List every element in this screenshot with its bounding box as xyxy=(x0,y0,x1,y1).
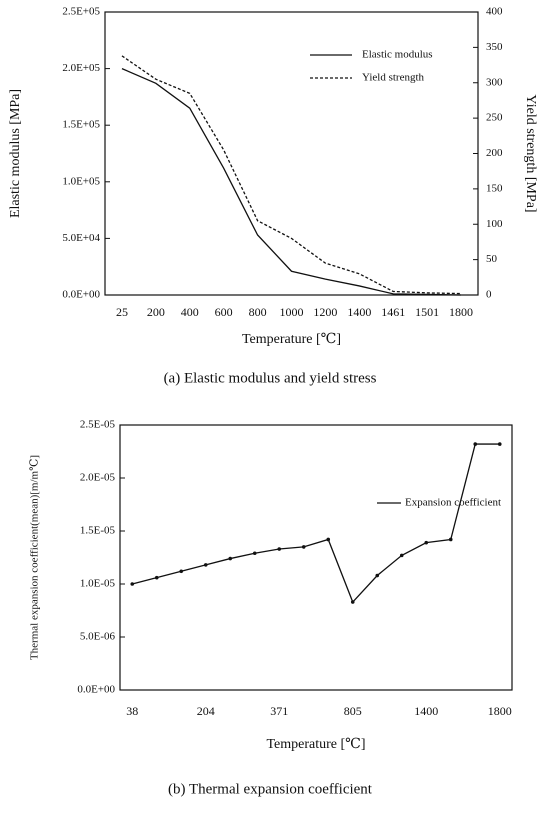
series-marker xyxy=(497,442,502,446)
y-tick-label: 2.0E-05 xyxy=(80,472,116,484)
y2-tick-label: 250 xyxy=(486,112,503,124)
y-tick-label: 2.5E+05 xyxy=(62,6,100,18)
series-marker xyxy=(350,600,355,604)
x-tick-label: 200 xyxy=(147,305,165,319)
y-tick-label: 0.0E+00 xyxy=(62,289,100,301)
x-axis-label: Temperature [℃] xyxy=(266,737,365,752)
x-tick-label: 800 xyxy=(249,305,267,319)
x-tick-label: 1461 xyxy=(381,305,405,319)
plot-frame xyxy=(119,424,513,691)
series-line xyxy=(132,443,500,604)
series-marker xyxy=(424,540,429,545)
y-tick-label: 0.0E+00 xyxy=(77,684,115,696)
y-tick-label: 5.0E+04 xyxy=(62,232,100,244)
y-tick-label: 2.0E+05 xyxy=(62,62,100,74)
y-axis-label: Thermal expansion coefficient(mean)[m/m℃… xyxy=(29,455,41,660)
legend-label: Elastic modulus xyxy=(362,49,433,61)
y2-tick-label: 150 xyxy=(486,182,503,194)
x-tick-label: 400 xyxy=(181,305,199,319)
y2-tick-label: 350 xyxy=(486,41,503,53)
y2-tick-label: 50 xyxy=(486,253,498,265)
legend-label: Expansion coefficient xyxy=(405,497,501,509)
y-tick-label: 2.5E-05 xyxy=(80,419,116,431)
x-tick-label: 805 xyxy=(344,704,362,718)
series-line xyxy=(121,55,462,295)
x-tick-label: 371 xyxy=(270,704,288,718)
series-marker xyxy=(154,575,159,580)
series-marker xyxy=(228,556,233,561)
x-tick-label: 1200 xyxy=(313,305,337,319)
y-axis-label: Elastic modulus [MPa] xyxy=(8,89,23,218)
y2-axis-label: Yield strength [MPa] xyxy=(523,94,538,212)
series-marker xyxy=(375,573,380,578)
x-tick-label: 1000 xyxy=(280,305,304,319)
y-tick-label: 1.0E-05 xyxy=(80,578,116,590)
x-tick-label: 1800 xyxy=(449,305,473,319)
y2-tick-label: 300 xyxy=(486,76,503,88)
series-line xyxy=(121,68,462,296)
x-tick-label: 600 xyxy=(215,305,233,319)
caption: (b) Thermal expansion coefficient xyxy=(168,781,373,797)
series-marker xyxy=(179,569,184,574)
x-tick-label: 1800 xyxy=(488,704,512,718)
series-marker xyxy=(203,563,208,567)
x-tick-label: 38 xyxy=(126,704,138,718)
series-marker xyxy=(326,537,331,542)
series-marker xyxy=(448,537,453,542)
x-tick-label: 1501 xyxy=(415,305,439,319)
y-tick-label: 1.0E+05 xyxy=(62,175,100,187)
series-marker xyxy=(399,553,404,558)
y-tick-label: 1.5E+05 xyxy=(62,119,100,131)
series-marker xyxy=(277,547,282,551)
y2-tick-label: 100 xyxy=(486,218,503,230)
series-marker xyxy=(301,545,306,549)
y2-tick-label: 400 xyxy=(486,6,503,18)
x-tick-label: 1400 xyxy=(414,704,438,718)
series-marker xyxy=(252,551,257,556)
y-tick-label: 1.5E-05 xyxy=(80,525,116,537)
y2-tick-label: 0 xyxy=(486,289,492,301)
y2-tick-label: 200 xyxy=(486,147,503,159)
caption: (a) Elastic modulus and yield stress xyxy=(164,370,377,386)
x-tick-label: 25 xyxy=(116,305,128,319)
x-tick-label: 1400 xyxy=(347,305,371,319)
x-axis-label: Temperature [℃] xyxy=(242,332,341,347)
x-tick-label: 204 xyxy=(197,704,215,718)
legend-label: Yield strength xyxy=(362,72,425,84)
y-tick-label: 5.0E-06 xyxy=(80,631,116,643)
series-marker xyxy=(130,582,135,586)
series-marker xyxy=(473,442,478,446)
